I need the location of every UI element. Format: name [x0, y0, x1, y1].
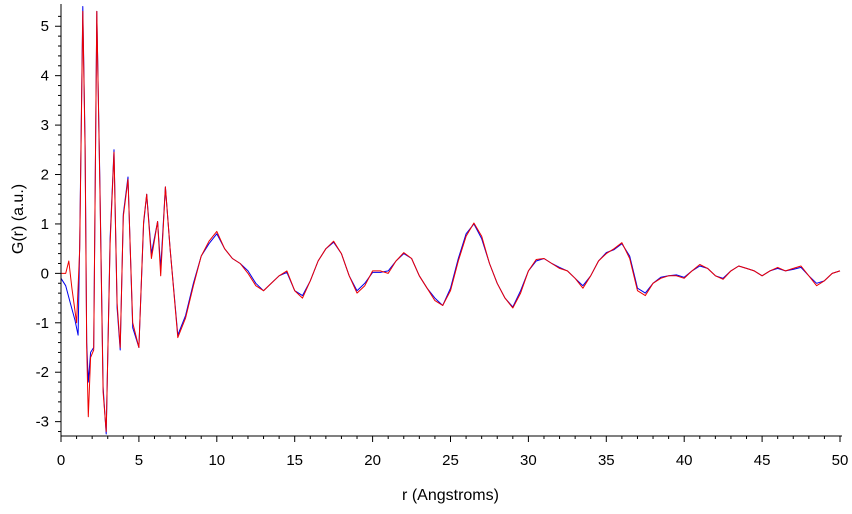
x-tick-label: 45: [754, 452, 771, 469]
x-tick-label: 35: [598, 452, 615, 469]
y-tick-label: 1: [41, 216, 49, 233]
y-tick-label: 3: [41, 117, 49, 134]
x-axis-title: r (Angstroms): [402, 487, 499, 504]
x-tick-label: 15: [286, 452, 303, 469]
x-tick-label: 40: [676, 452, 693, 469]
y-tick-label: 2: [41, 167, 49, 184]
y-tick-label: -3: [36, 414, 49, 431]
y-tick-label: 4: [41, 68, 49, 85]
y-tick-label: -1: [36, 315, 49, 332]
x-axis-ticks: 0 5 10 15 20 25 30 35 40 45 50: [57, 436, 849, 469]
x-tick-label: 5: [135, 452, 143, 469]
y-axis-title: G(r) (a.u.): [10, 184, 27, 254]
x-tick-label: 10: [208, 452, 225, 469]
x-tick-label: 50: [832, 452, 849, 469]
x-tick-label: 25: [442, 452, 459, 469]
x-tick-label: 30: [520, 452, 537, 469]
x-tick-label: 0: [57, 452, 65, 469]
y-tick-label: 0: [41, 265, 49, 282]
y-tick-label: 5: [41, 18, 49, 35]
x-tick-label: 20: [364, 452, 381, 469]
y-axis-ticks: -3 -2 -1 0 1 2 3 4 5: [36, 15, 61, 433]
y-tick-label: -2: [36, 364, 49, 381]
series-layer: [60, 6, 841, 435]
series-line-2: [61, 10, 841, 432]
